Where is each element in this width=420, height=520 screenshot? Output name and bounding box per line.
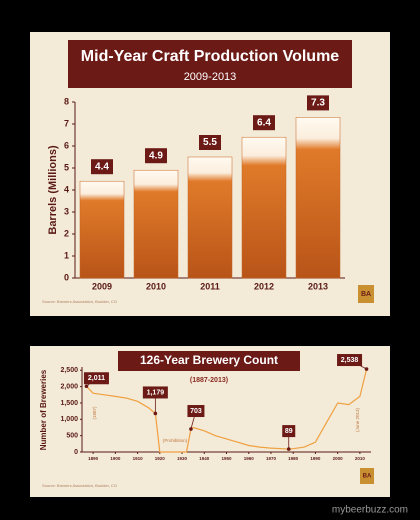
chart-subtitle: 2009-2013 [184,71,237,83]
chart-subtitle: (1887-2013) [190,377,228,384]
line [85,368,368,453]
panel [30,346,390,497]
x-tick-label: 1910 [133,456,144,461]
chart-title: Mid-Year Craft Production Volume [81,48,340,65]
annotation-label: 2,538 [341,357,359,364]
y-tick-label: 500 [66,432,78,439]
value-label-box [253,115,275,131]
x-tick-label: 1920 [155,456,166,461]
y-tick-label: 0 [74,449,78,456]
x-tick-label: 1890 [88,456,99,461]
y-tick-label: 7 [64,118,69,128]
y-tick-label: 1 [64,250,69,260]
note: (June 2013) [355,407,360,432]
chart-title: 126-Year Brewery Count [140,353,278,367]
logo: BA [361,291,371,298]
y-tick-label: 1,500 [60,400,78,407]
value-label: 4.4 [95,161,109,172]
note: (Prohibition) [163,438,188,443]
title-bar [118,351,300,371]
bar [187,156,233,279]
annotation-box [142,386,168,399]
annotation-marker [189,427,193,431]
logo-box [360,468,374,484]
annotation-label: 1,179 [147,389,165,396]
value-label: 4.9 [149,150,163,161]
bar [241,136,287,279]
y-tick-label: 1,000 [60,416,78,423]
y-tick-label: 5 [64,162,69,172]
x-tick-label: 1900 [110,456,121,461]
annotation-label: 2,011 [88,375,105,382]
y-tick-label: 4 [64,184,69,194]
x-tick-label: 2012 [254,281,274,291]
y-tick-label: 2,500 [60,367,78,374]
y-tick-label: 2,000 [60,383,78,390]
annotation-marker [286,447,291,451]
annotation-marker [84,384,89,389]
bar [79,180,125,279]
source: Source: Brewers Association, Boulder, CO [42,483,117,488]
y-axis-label: Barrels (Millions) [47,145,59,235]
x-tick-label: 2009 [92,281,112,291]
annotation-label: 703 [190,408,202,415]
value-label-box [199,135,221,150]
bar [133,169,179,279]
value-label-box [307,95,329,111]
y-tick-label: 6 [64,140,69,150]
title-bar [68,40,352,88]
source: Source: Brewers Association, Boulder, CO [42,299,117,304]
x-tick-label: 2010 [355,456,366,461]
x-tick-label: 1930 [177,456,188,461]
value-label: 7.3 [311,98,325,109]
note: (1887) [92,406,97,420]
annotation-label: 89 [285,428,293,435]
y-tick-label: 3 [64,206,69,216]
y-tick-label: 8 [64,96,69,106]
value-label: 5.5 [203,137,217,148]
x-tick-label: 2000 [333,456,344,461]
y-axis-label: Number of Breweries [39,369,48,450]
watermark: mybeerbuzz.com [332,505,408,516]
value-label-box [91,159,113,175]
annotation-box [282,425,296,438]
x-tick-label: 2010 [146,281,166,291]
annotation-marker [153,411,158,416]
annotation-box [83,372,109,385]
x-tick-label: 1940 [199,456,210,461]
logo-box [358,285,374,303]
x-tick-label: 2011 [200,281,220,291]
annotation-marker [364,367,369,371]
y-tick-label: 2 [64,228,69,238]
x-tick-label: 1960 [244,456,255,461]
y-tick-label: 0 [64,272,69,282]
x-tick-label: 1980 [288,456,299,461]
bar [295,117,341,279]
x-tick-label: 2013 [308,281,328,291]
x-tick-label: 1990 [310,456,321,461]
logo: BA [363,474,372,480]
annotation-box [337,354,363,367]
x-tick-label: 1950 [221,456,232,461]
value-label: 6.4 [257,117,271,128]
x-tick-label: 1970 [266,456,277,461]
value-label-box [145,148,167,164]
annotation-box [187,405,205,418]
